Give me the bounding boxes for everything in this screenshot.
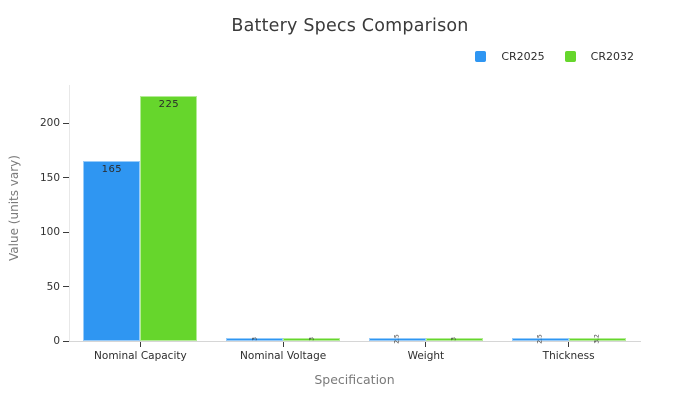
x-tick-label-weight: Weight bbox=[407, 350, 445, 362]
legend-item-cr2025[interactable]: CR2025 bbox=[475, 50, 545, 63]
legend: CR2025 CR2032 bbox=[475, 50, 634, 63]
bar-value-label: 3.2 bbox=[593, 333, 601, 344]
bar-value-label: 3 bbox=[450, 336, 458, 341]
legend-label-cr2025: CR2025 bbox=[501, 50, 545, 63]
x-tick-mark bbox=[139, 342, 141, 347]
y-tick-label-0: 0 bbox=[53, 335, 60, 347]
bar-value-label: 225 bbox=[158, 98, 180, 110]
bar-value-label: 165 bbox=[101, 164, 123, 176]
legend-swatch-cr2025 bbox=[475, 51, 487, 62]
y-tick-mark bbox=[63, 340, 69, 342]
y-tick-label-50: 50 bbox=[46, 280, 60, 293]
y-tick-mark bbox=[63, 231, 69, 233]
y-tick-mark bbox=[63, 286, 69, 288]
bar-cr2025-weight[interactable] bbox=[368, 338, 426, 341]
x-tick-mark bbox=[568, 342, 570, 347]
bar-cr2025-nominal-capacity[interactable] bbox=[83, 161, 141, 341]
chart-title: Battery Specs Comparison bbox=[231, 16, 469, 36]
legend-label-cr2032: CR2032 bbox=[590, 50, 634, 63]
y-tick-mark bbox=[63, 122, 69, 124]
x-tick-mark bbox=[425, 342, 427, 347]
bar-value-label: 3 bbox=[251, 336, 259, 341]
x-tick-label-thickness: Thickness bbox=[542, 350, 595, 362]
bar-value-label: 2.5 bbox=[393, 334, 401, 345]
x-tick-label-nominal-capacity: Nominal Capacity bbox=[94, 350, 187, 362]
x-tick-mark bbox=[282, 342, 284, 347]
legend-item-cr2032[interactable]: CR2032 bbox=[564, 50, 634, 63]
bar-cr2032-nominal-voltage[interactable] bbox=[283, 337, 341, 341]
y-tick-label-100: 100 bbox=[39, 226, 60, 239]
bar-cr2025-nominal-voltage[interactable] bbox=[226, 337, 284, 341]
bar-cr2025-thickness[interactable] bbox=[511, 338, 569, 341]
bar-cr2032-nominal-capacity[interactable] bbox=[140, 95, 198, 341]
y-tick-mark bbox=[63, 177, 69, 179]
bar-cr2032-thickness[interactable] bbox=[568, 337, 626, 341]
bar-cr2032-weight[interactable] bbox=[425, 337, 483, 341]
legend-swatch-cr2032 bbox=[564, 51, 576, 62]
bar-value-label: 3 bbox=[308, 336, 316, 341]
y-tick-label-200: 200 bbox=[39, 117, 60, 130]
bar-value-label: 2.5 bbox=[536, 334, 544, 345]
x-axis-title: Specification bbox=[314, 372, 395, 387]
x-tick-label-nominal-voltage: Nominal Voltage bbox=[240, 350, 327, 362]
y-tick-label-150: 150 bbox=[39, 171, 60, 184]
